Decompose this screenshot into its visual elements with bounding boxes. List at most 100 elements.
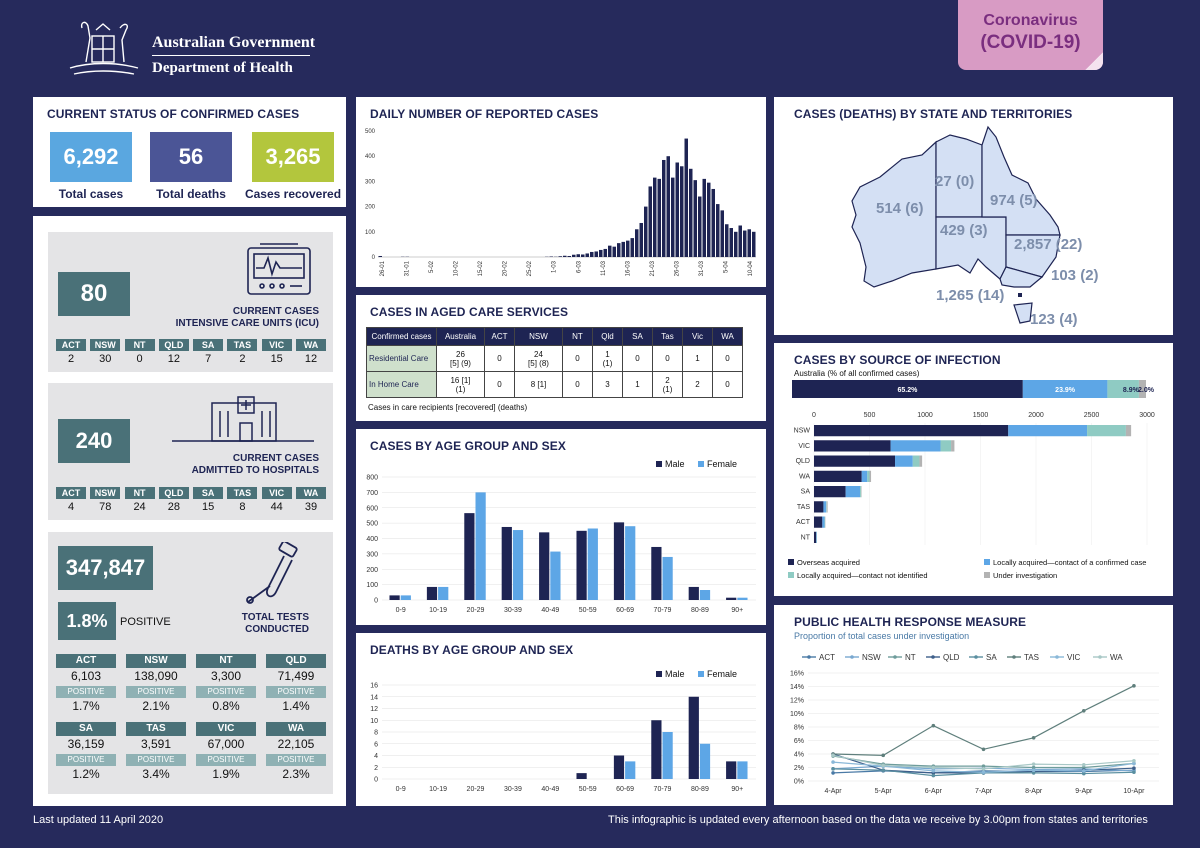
ph-y-tick: 6% (794, 738, 804, 745)
source-bar-segment (824, 516, 826, 528)
source-y-tick: NT (801, 534, 811, 541)
bar-female (737, 761, 748, 779)
tests-label-line1: TOTAL TESTS (241, 612, 309, 623)
hospital-state-code: SA (193, 487, 224, 499)
legend-swatch (698, 671, 704, 677)
public-health-title: PUBLIC HEALTH RESPONSE MEASURE (794, 615, 1027, 629)
bar-male (389, 595, 400, 600)
hospital-card: 240 CURRENT CASES ADMITTED TO HOSPITALS … (48, 383, 333, 520)
daily-bar (585, 253, 589, 257)
tests-label: TOTAL TESTS CONDUCTED (242, 612, 309, 636)
source-x-tick: 1000 (917, 412, 933, 419)
map-label-vic: 1,265 (14) (936, 287, 1005, 304)
daily-cases-chart: 0 100 200 300 400 500 26-01 31-01 5-02 10-02 15-02… (365, 129, 756, 276)
daily-x-tick: 31-03 (699, 260, 705, 276)
tests-state-nt: NT 3,300 POSITIVE 0.8% (196, 654, 256, 714)
y-tick: 600 (366, 505, 378, 512)
x-tick: 70-79 (654, 786, 672, 793)
y-tick: 12 (370, 706, 378, 713)
aged-cell: 1 (1) (592, 345, 623, 372)
source-bar-segment (869, 470, 872, 482)
map-label-nt: 27 (0) (935, 173, 975, 190)
bar-male (613, 755, 625, 779)
badge-line2: (COVID-19) (980, 32, 1081, 53)
age-cases-title: CASES BY AGE GROUP AND SEX (370, 439, 566, 453)
hospital-state-wa: WA 39 (295, 487, 326, 513)
x-tick: 50-59 (579, 607, 597, 614)
ph-point (1132, 761, 1136, 766)
aged-header-cell: Australia (436, 327, 485, 346)
daily-bar (702, 178, 706, 257)
tests-card: 347,847 1.8% POSITIVE TOTAL TESTS CONDUC… (48, 532, 333, 794)
icu-state-value: 2 (239, 353, 246, 365)
badge-line1: Coronavirus (983, 12, 1078, 29)
tests-state-count: 71,499 (277, 669, 315, 683)
icu-state-nsw: NSW 30 (90, 339, 121, 365)
bar-female (699, 590, 711, 600)
daily-bar (612, 246, 616, 257)
ph-y-tick: 12% (790, 698, 804, 705)
aged-cell: 0 (712, 371, 743, 398)
source-bar-segment (861, 470, 868, 482)
tests-state-code: QLD (266, 654, 326, 668)
daily-bar (653, 177, 657, 257)
hospital-state-vic: VIC 44 (261, 487, 292, 513)
header-divider (152, 55, 310, 56)
aged-header-cell: Vic (682, 327, 713, 346)
australia-pct-label: 65.2% (897, 387, 918, 394)
hospital-state-row: ACT 4 NSW 78 NT 24 QLD 28 SA 15 TAS 8 VIC 44 WA 39 (56, 487, 326, 513)
x-tick: 20-29 (467, 786, 485, 793)
daily-x-tick: 31-01 (405, 260, 411, 276)
icu-state-code: QLD (158, 339, 189, 351)
bar-female (475, 492, 486, 600)
ph-point (881, 768, 886, 772)
ph-line-tas (833, 685, 1135, 756)
source-y-tick: WA (799, 473, 810, 480)
aged-care-panel: CASES IN AGED CARE SERVICES Confirmed ca… (356, 295, 766, 421)
daily-bar (576, 254, 580, 257)
aged-cell: 24 [5] (8) (514, 345, 563, 372)
daily-y-tick: 400 (365, 154, 376, 160)
icu-value: 80 (58, 272, 130, 316)
source-x-tick: 0 (812, 412, 816, 419)
hospital-state-value: 78 (99, 501, 112, 513)
ph-legend-marker (1055, 655, 1059, 659)
aged-cell: 0 (484, 371, 515, 398)
ph-legend-marker (893, 655, 897, 659)
source-y-tick: VIC (798, 443, 810, 450)
map-panel: CASES (DEATHS) BY STATE AND TERRITORIES … (774, 97, 1173, 335)
ph-point (931, 723, 936, 728)
aged-header-cell: SA (622, 327, 653, 346)
tests-state-count: 6,103 (70, 669, 102, 683)
recovered-label: Cases recovered (244, 187, 342, 201)
bar-female (438, 586, 449, 600)
ph-legend-marker (850, 655, 854, 659)
source-legend-label: Overseas acquired (797, 558, 860, 567)
australia-map (851, 125, 1061, 324)
source-bar-segment (845, 486, 861, 498)
tests-positive-value: 0.8% (212, 699, 240, 713)
daily-x-tick: 26-03 (674, 260, 680, 276)
source-x-tick: 3000 (1139, 412, 1155, 419)
bar-male (464, 513, 475, 600)
daily-bar (563, 255, 567, 257)
ph-point (831, 753, 835, 758)
aged-row-label: Residential Care (366, 345, 437, 372)
hospital-state-nt: NT 24 (124, 487, 155, 513)
aged-header-cell: WA (712, 327, 743, 346)
tests-positive-label: POSITIVE (266, 686, 326, 698)
ph-point (1132, 766, 1136, 770)
tests-positive-value: 1.7% (72, 699, 100, 713)
ph-legend-label: WA (1110, 653, 1123, 662)
bar-male (501, 526, 512, 600)
icu-card: 80 CURRENT CASES INTENSIVE CARE UNITS (I… (48, 232, 333, 372)
map-label-act: 103 (2) (1051, 267, 1099, 284)
aged-care-table: Confirmed cases Australia ACT NSW NT Qld SA Tas… (366, 327, 743, 398)
hospital-state-sa: SA 15 (193, 487, 224, 513)
source-y-tick: SA (801, 489, 811, 496)
ph-point (1081, 769, 1086, 773)
bar-male (726, 761, 737, 779)
aged-header-cell: Qld (592, 327, 623, 346)
legend-label: Female (707, 459, 737, 469)
tests-state-count: 138,090 (134, 669, 178, 683)
